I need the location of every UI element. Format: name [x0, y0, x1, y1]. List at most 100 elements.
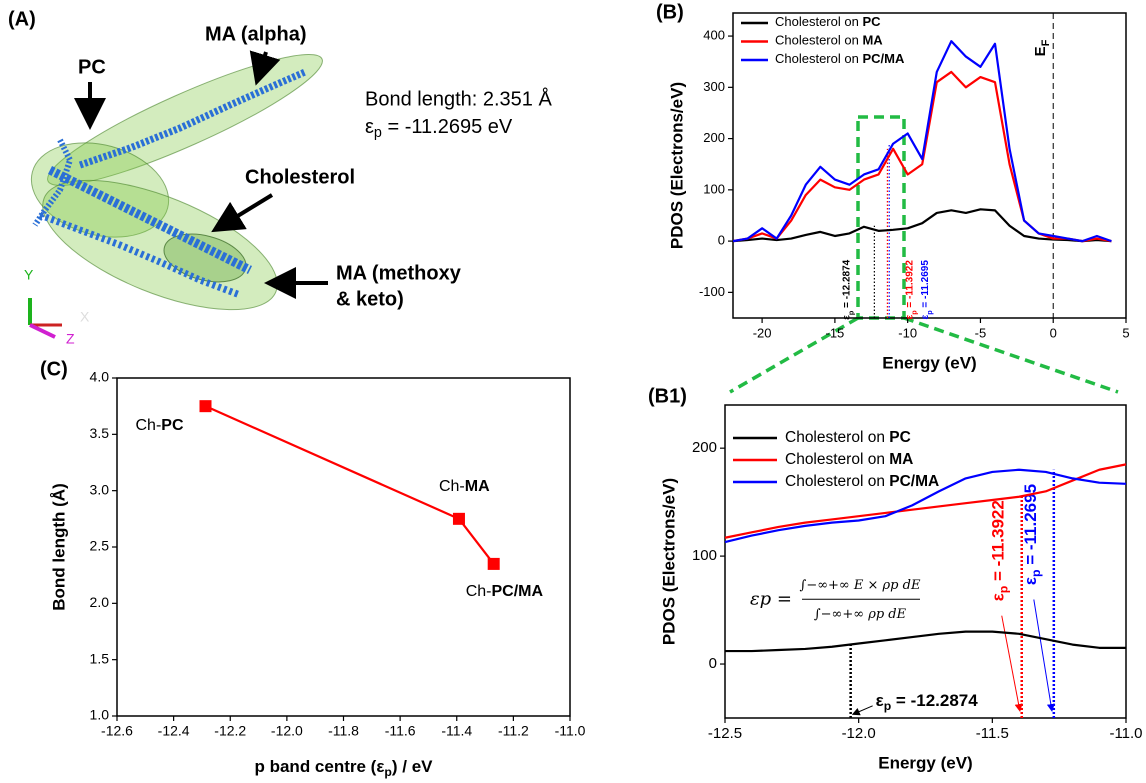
subscript: F — [1040, 39, 1052, 46]
subscript: p — [1029, 570, 1043, 577]
label-ma-methoxy: MA (methoxy — [336, 262, 462, 284]
text-part: ε — [989, 593, 1008, 601]
axis-y-label: Y — [24, 267, 34, 283]
text-part: E — [1032, 46, 1049, 56]
band-centre-label: εp = -11.3922 — [904, 260, 918, 320]
y-tick-label: -100 — [699, 284, 725, 299]
data-point — [200, 400, 212, 412]
fermi-label: EF — [1032, 39, 1052, 56]
point-label: Ch-MA — [439, 478, 490, 495]
legend-label: Cholesterol on PC/MA — [775, 51, 905, 66]
x-tick-label: -11.0 — [555, 723, 586, 739]
band-centre-label: εp = -12.2874 — [841, 259, 855, 319]
subscript: p — [884, 699, 891, 713]
y-tick-label: 0 — [709, 655, 717, 672]
chart-1: (C) -12.6 -12.4 -12.2 -12.0 -11.8 -11.6 -11.4 -1… — [40, 358, 586, 779]
page: (A) PC MA (alpha) Cholesterol MA (methox… — [0, 0, 1146, 783]
formula-numerator: ∫−∞+∞ E × ρp dE — [800, 578, 921, 593]
series-line — [733, 41, 1111, 241]
band-centre-label: εp = -11.3922 — [989, 500, 1011, 601]
label-ma-alpha: MA (alpha) — [205, 23, 306, 45]
x-tick-label: -11.5 — [976, 725, 1009, 742]
x-tick-label: -11.8 — [328, 723, 359, 739]
x-tick-label: -5 — [975, 325, 987, 340]
text-part: = -11.2695 eV — [382, 116, 513, 138]
label-arrow — [1002, 616, 1020, 710]
text-part: = -11.3922 — [989, 500, 1008, 586]
x-tick-label: -11.6 — [385, 723, 416, 739]
label-pc: PC — [78, 56, 106, 78]
y-axis-title: PDOS (Electrons/eV) — [667, 82, 686, 249]
text-part: = -12.2874 — [891, 691, 978, 710]
panel-label: (A) — [8, 8, 36, 30]
y-tick-label: 200 — [692, 439, 717, 456]
y-tick-label: 4.0 — [90, 369, 110, 385]
x-tick-label: -11.2 — [498, 723, 529, 739]
point-label: Ch-PC/MA — [466, 583, 544, 600]
series-line — [725, 632, 1126, 651]
y-tick-label: 100 — [703, 181, 725, 196]
x-tick-label: -12.6 — [101, 723, 133, 739]
band-centre-label: εp = -12.2874 — [876, 691, 979, 713]
label-ma-methoxy: & keto) — [336, 288, 404, 310]
y-tick-label: 1.5 — [90, 650, 110, 666]
label-arrow — [854, 706, 873, 714]
data-point — [453, 513, 465, 525]
x-tick-label: -10 — [898, 325, 917, 340]
legend-label: Cholesterol on PC — [775, 14, 881, 29]
x-tick-label: -12.2 — [214, 723, 246, 739]
y-tick-label: 200 — [703, 130, 725, 145]
subscript: p — [997, 586, 1011, 593]
y-tick-label: 3.0 — [90, 481, 110, 497]
bond-length: Bond length: 2.351 Å — [365, 87, 552, 110]
panel-label: (B) — [656, 1, 684, 23]
x-tick-label: -11.4 — [441, 723, 472, 739]
chart-2: (B1) -12.5 -12.0 -11.5 -11.0 0 100 200 Energy (e… — [648, 385, 1143, 772]
x-tick-label: -12.5 — [708, 725, 742, 742]
label-arrow — [1034, 600, 1052, 710]
y-tick-label: 100 — [692, 547, 717, 564]
text-part: = -11.3922 — [904, 260, 915, 311]
legend-label: Cholesterol on PC/MA — [785, 473, 939, 490]
y-axis-title: PDOS (Electrons/eV) — [659, 478, 678, 645]
x-axis-title: Energy (eV) — [878, 753, 972, 772]
band-centre: εp = -11.2695 eV — [365, 116, 513, 141]
x-tick-label: -12.0 — [271, 723, 303, 739]
subscript: p — [384, 765, 391, 779]
x-axis-title: Energy (eV) — [882, 353, 976, 372]
text-part: ε — [876, 691, 884, 710]
axis-x-label: X — [80, 309, 90, 325]
x-axis-title: p band centre (εp) / eV — [254, 757, 433, 779]
data-point — [488, 558, 500, 570]
plot-frame — [117, 378, 570, 716]
x-tick-label: -12.4 — [158, 723, 190, 739]
x-tick-label: -12.0 — [842, 725, 876, 742]
formula-lhs: εp = — [750, 588, 792, 609]
band-centre-label: εp = -11.2695 — [920, 260, 934, 320]
axis-z-label: Z — [66, 331, 75, 347]
point-label: Ch-PC — [136, 417, 184, 434]
panel-label: (B1) — [648, 385, 687, 407]
y-tick-label: 2.5 — [90, 538, 110, 554]
x-tick-label: -20 — [753, 325, 772, 340]
figure: (A) PC MA (alpha) Cholesterol MA (methox… — [0, 0, 1146, 783]
band-centre-label: εp = -11.2695 — [1021, 484, 1043, 585]
y-tick-label: 0 — [718, 233, 725, 248]
panel-label: (C) — [40, 358, 68, 380]
x-tick-label: 0 — [1050, 325, 1057, 340]
y-axis-title: Bond length (Å) — [49, 483, 68, 610]
legend-label: Cholesterol on MA — [785, 451, 913, 468]
text-part: = -12.2874 — [841, 259, 852, 310]
y-tick-label: 2.0 — [90, 594, 110, 610]
y-tick-label: 400 — [703, 28, 725, 43]
text-part: p band centre (ε — [254, 757, 384, 776]
y-tick-label: 300 — [703, 79, 725, 94]
formula-denominator: ∫−∞+∞ ρp dE — [814, 607, 907, 622]
x-tick-label: -11.0 — [1109, 725, 1142, 742]
legend-label: Cholesterol on PC — [785, 429, 911, 446]
text-part: ε — [365, 116, 374, 138]
text-part: = -11.2695 — [920, 260, 931, 311]
x-tick-label: -15 — [825, 325, 844, 340]
y-tick-label: 3.5 — [90, 425, 110, 441]
y-tick-label: 1.0 — [90, 707, 110, 723]
